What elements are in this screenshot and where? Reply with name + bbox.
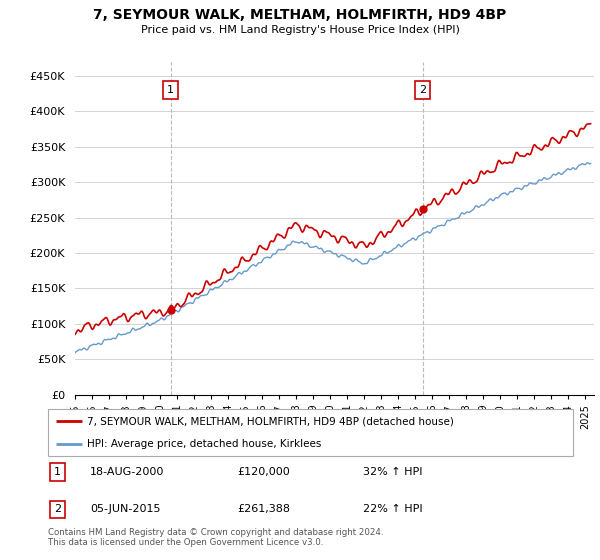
Text: 05-JUN-2015: 05-JUN-2015 [90, 505, 161, 515]
Text: Price paid vs. HM Land Registry's House Price Index (HPI): Price paid vs. HM Land Registry's House … [140, 25, 460, 35]
Text: 1: 1 [54, 467, 61, 477]
Text: HPI: Average price, detached house, Kirklees: HPI: Average price, detached house, Kirk… [88, 439, 322, 449]
Text: 7, SEYMOUR WALK, MELTHAM, HOLMFIRTH, HD9 4BP: 7, SEYMOUR WALK, MELTHAM, HOLMFIRTH, HD9… [94, 8, 506, 22]
Text: 18-AUG-2000: 18-AUG-2000 [90, 467, 164, 477]
Text: 2: 2 [54, 505, 61, 515]
Text: £120,000: £120,000 [237, 467, 290, 477]
Text: £261,388: £261,388 [237, 505, 290, 515]
Text: 22% ↑ HPI: 22% ↑ HPI [363, 505, 422, 515]
Text: 2: 2 [419, 85, 426, 95]
Text: Contains HM Land Registry data © Crown copyright and database right 2024.
This d: Contains HM Land Registry data © Crown c… [48, 528, 383, 548]
FancyBboxPatch shape [48, 409, 573, 456]
Text: 7, SEYMOUR WALK, MELTHAM, HOLMFIRTH, HD9 4BP (detached house): 7, SEYMOUR WALK, MELTHAM, HOLMFIRTH, HD9… [88, 416, 454, 426]
Text: 32% ↑ HPI: 32% ↑ HPI [363, 467, 422, 477]
Text: 1: 1 [167, 85, 175, 95]
